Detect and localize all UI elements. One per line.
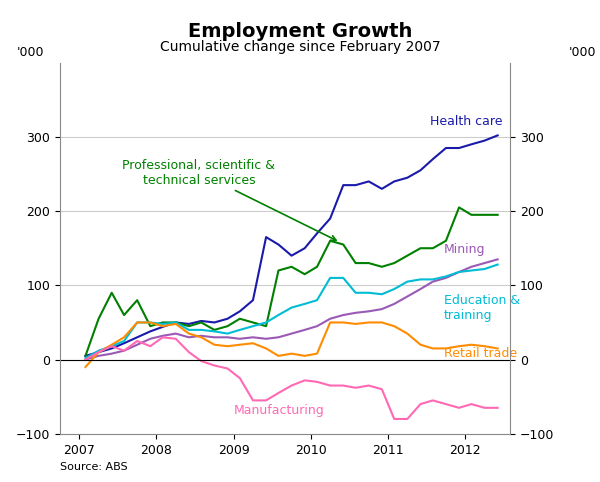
Text: Mining: Mining	[443, 243, 485, 256]
Text: '000: '000	[569, 46, 596, 59]
Text: Health care: Health care	[430, 115, 503, 128]
Text: Professional, scientific &
technical services: Professional, scientific & technical ser…	[122, 159, 336, 240]
Text: Retail trade: Retail trade	[443, 347, 517, 360]
Text: Employment Growth: Employment Growth	[188, 22, 412, 40]
Text: Education &
training: Education & training	[443, 294, 520, 322]
Text: Manufacturing: Manufacturing	[233, 403, 325, 416]
Text: '000: '000	[17, 46, 45, 59]
Text: Source: ABS: Source: ABS	[60, 462, 128, 472]
Text: Cumulative change since February 2007: Cumulative change since February 2007	[160, 40, 440, 54]
